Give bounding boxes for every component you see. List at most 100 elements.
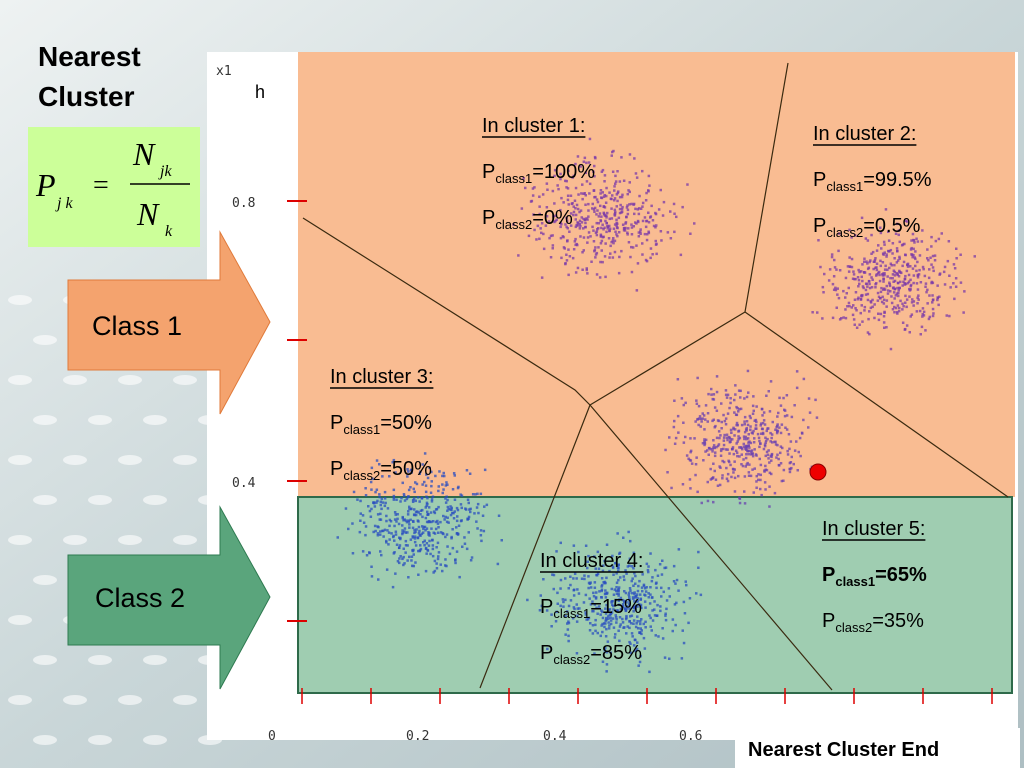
point <box>595 574 599 577</box>
point <box>750 450 753 453</box>
title-line: Nearest <box>38 41 141 72</box>
point <box>844 308 847 311</box>
point <box>589 622 592 625</box>
point <box>768 471 772 475</box>
point <box>937 237 941 241</box>
point <box>622 179 626 182</box>
point <box>669 210 672 213</box>
point <box>451 546 455 550</box>
point <box>655 586 658 590</box>
point <box>394 513 397 516</box>
point <box>565 179 568 183</box>
point <box>912 247 915 251</box>
point <box>529 200 533 203</box>
point <box>725 477 729 480</box>
point <box>376 532 380 535</box>
point <box>703 443 706 447</box>
point <box>649 616 652 620</box>
point <box>575 603 578 606</box>
point <box>644 590 648 593</box>
point <box>906 265 910 268</box>
point <box>664 448 667 452</box>
point <box>747 433 750 436</box>
point <box>585 180 589 183</box>
point <box>406 495 410 499</box>
point <box>586 618 590 621</box>
point <box>409 486 412 489</box>
point <box>658 563 662 566</box>
point <box>647 565 650 568</box>
point <box>745 453 748 456</box>
point <box>416 510 419 513</box>
point <box>908 331 911 334</box>
point <box>757 436 761 440</box>
point <box>684 401 687 405</box>
point <box>672 580 676 583</box>
point <box>695 456 698 459</box>
point <box>403 499 407 502</box>
point <box>911 267 915 270</box>
point <box>712 439 715 442</box>
point <box>716 444 720 448</box>
point <box>852 318 856 321</box>
point <box>577 550 580 554</box>
point <box>755 474 758 478</box>
point <box>459 503 463 506</box>
point <box>868 286 872 290</box>
point <box>752 395 755 398</box>
point <box>733 411 736 414</box>
point <box>574 213 578 217</box>
point <box>581 268 584 271</box>
point <box>900 244 904 247</box>
point <box>406 468 409 471</box>
footer-box <box>735 728 1020 768</box>
point <box>442 488 445 491</box>
point <box>604 646 607 650</box>
point <box>615 618 618 621</box>
point <box>764 441 767 445</box>
point <box>885 299 889 302</box>
point <box>714 478 718 481</box>
point <box>916 276 920 279</box>
point <box>613 239 617 243</box>
point <box>481 514 485 517</box>
point <box>378 493 381 496</box>
point <box>728 436 732 440</box>
point <box>846 265 850 268</box>
point <box>898 255 901 259</box>
point <box>743 430 747 434</box>
point <box>851 313 855 317</box>
point <box>728 406 731 410</box>
point <box>640 618 643 621</box>
point <box>358 530 362 534</box>
point <box>922 267 925 271</box>
point <box>881 295 884 299</box>
point <box>838 269 842 272</box>
scatter-points <box>336 137 976 674</box>
bg-dot <box>8 535 32 545</box>
p-subscript: class1 <box>495 171 532 186</box>
point <box>421 525 424 528</box>
point <box>603 226 606 229</box>
point <box>399 500 402 503</box>
point <box>916 240 920 243</box>
bg-dot <box>173 695 197 705</box>
point <box>561 598 565 601</box>
point <box>814 398 817 402</box>
point <box>675 215 678 219</box>
point <box>713 426 716 429</box>
point <box>730 431 733 434</box>
point <box>933 254 937 257</box>
point <box>896 312 899 315</box>
point <box>715 409 719 412</box>
point <box>746 423 750 427</box>
point <box>893 297 896 300</box>
point <box>904 219 907 222</box>
point <box>566 227 569 230</box>
point <box>617 216 621 220</box>
point <box>454 561 457 565</box>
point <box>653 608 656 611</box>
point <box>918 268 921 272</box>
point <box>716 484 720 487</box>
